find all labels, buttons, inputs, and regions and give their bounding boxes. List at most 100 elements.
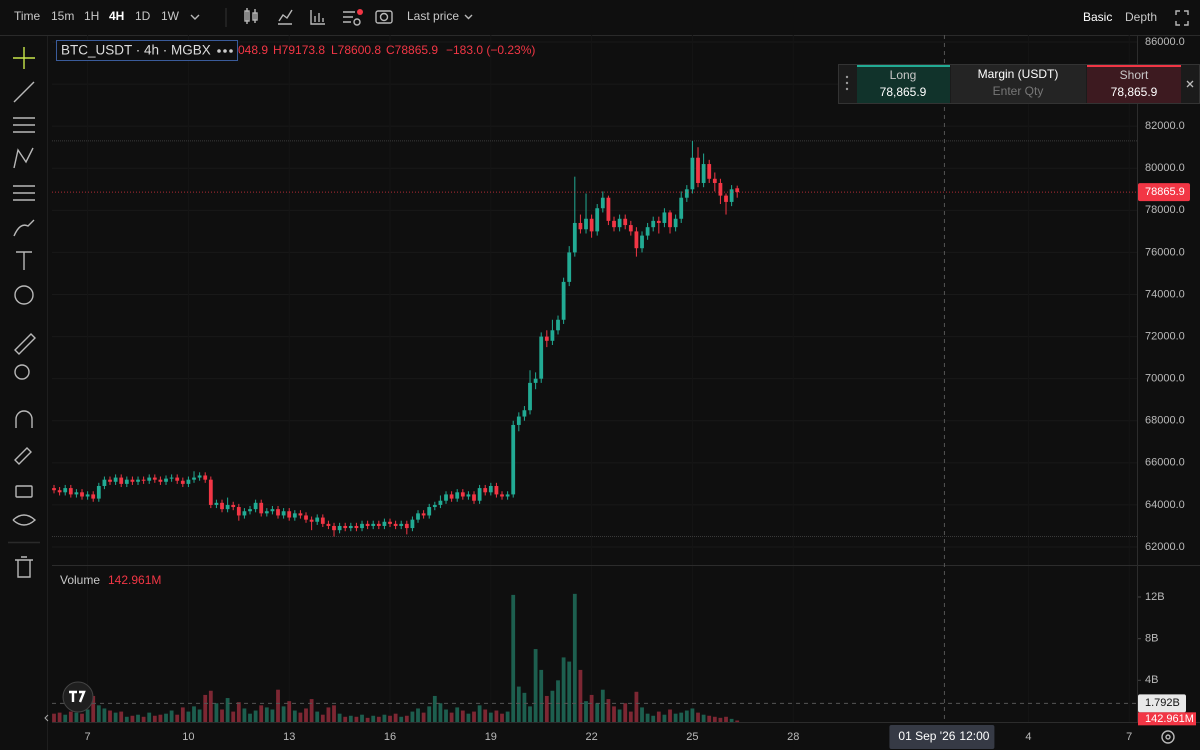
fib-tool[interactable] [13, 185, 35, 201]
volume-bar [208, 690, 213, 722]
volume-bar [556, 680, 560, 722]
brush-tool[interactable] [13, 219, 35, 237]
price-source-menu[interactable] [464, 14, 473, 20]
zoom-tool[interactable] [14, 364, 30, 380]
interval-active[interactable]: 4H [109, 9, 124, 23]
scroll-left[interactable] [44, 714, 49, 722]
bars-icon[interactable] [310, 10, 325, 25]
candle-body [113, 477, 118, 482]
volume-bar [701, 714, 706, 722]
candle-body [242, 511, 247, 516]
candle-body [712, 178, 717, 183]
view-basic[interactable]: Basic [1083, 10, 1112, 24]
candle-body [472, 494, 476, 501]
candle-body [164, 478, 168, 482]
candle-type-icon[interactable] [244, 8, 258, 24]
candle-body [690, 157, 695, 190]
interval[interactable]: 1D [135, 9, 151, 23]
candle-body [253, 502, 258, 510]
logo[interactable] [62, 681, 94, 713]
volume-bar [651, 715, 656, 722]
volume-bar [455, 707, 460, 722]
lock-draw-tool[interactable] [14, 447, 32, 465]
y-tick-label: 70000.0 [1145, 373, 1185, 385]
long-button[interactable] [857, 65, 950, 103]
candle-body [399, 523, 404, 526]
candle-body [673, 218, 678, 228]
candle-body [186, 479, 191, 484]
short-label[interactable]: Short [1120, 68, 1149, 82]
settings-icon[interactable] [1161, 730, 1175, 744]
close-panel[interactable] [1186, 80, 1194, 88]
candle-body [578, 222, 583, 230]
text-tool[interactable] [16, 251, 32, 270]
screenshot-icon[interactable] [375, 10, 393, 24]
delete-tool[interactable] [15, 556, 33, 578]
candle-body [522, 410, 527, 417]
candle-body [505, 494, 510, 497]
candle-body [718, 182, 723, 196]
view-depth[interactable]: Depth [1125, 10, 1157, 24]
candle-body [192, 477, 196, 480]
fullscreen-icon[interactable] [1175, 10, 1189, 26]
long-price[interactable]: 78,865.9 [880, 85, 927, 99]
qty-placeholder[interactable]: Enter Qty [993, 84, 1044, 98]
ruler-tool[interactable] [14, 333, 36, 355]
interval[interactable]: 1W [161, 9, 180, 23]
pattern-tool[interactable] [13, 147, 34, 169]
volume-bar [444, 709, 448, 722]
trendline-tool[interactable] [13, 81, 35, 103]
indicator-icon[interactable] [278, 9, 293, 25]
volume-bar [365, 717, 370, 722]
volume-bar [729, 718, 734, 722]
candle-body [511, 424, 516, 495]
alerts-icon[interactable] [343, 9, 363, 26]
visibility-tool[interactable] [12, 514, 37, 526]
candle-body [231, 504, 236, 508]
volume-bar [186, 711, 191, 722]
short-price[interactable]: 78,865.9 [1111, 85, 1158, 99]
volume-bar [371, 715, 376, 722]
candle-body [169, 477, 174, 479]
volume-bar [612, 706, 616, 722]
short-button[interactable] [1087, 65, 1181, 103]
candle-body [225, 504, 230, 510]
volume-bar [623, 703, 628, 722]
candle-body [617, 218, 622, 228]
x-tick-label: 22 [585, 731, 597, 743]
symbol[interactable]: BTC_USDT · 4h · MGBX [61, 43, 211, 58]
volume-bar [584, 701, 588, 722]
channel-tool[interactable] [13, 117, 35, 133]
volume-bar [640, 707, 644, 722]
long-label[interactable]: Long [890, 68, 917, 82]
magnet-tool[interactable] [15, 410, 33, 428]
emoji-tool[interactable] [14, 285, 34, 305]
volume-legend-name: Volume [60, 573, 100, 587]
volume-bar [270, 709, 275, 722]
current-price-tag [1138, 183, 1190, 202]
volume-bar [606, 699, 611, 722]
price-source[interactable]: Last price [407, 9, 459, 23]
interval[interactable]: 15m [51, 9, 74, 23]
volume-bar [298, 712, 303, 722]
volume-bar [164, 713, 168, 722]
volume-bar [516, 686, 521, 722]
symbol-box[interactable] [56, 40, 238, 61]
time-button[interactable]: Time [14, 9, 41, 23]
candle-body [550, 330, 555, 341]
more-dots[interactable] [217, 49, 233, 53]
volume-bar [679, 712, 684, 722]
candle-body [371, 523, 376, 526]
volume-bar [91, 695, 96, 722]
volume-bar [578, 669, 583, 722]
top-toolbar: Time 15m 1H 4H 1D 1W Last price Basic De… [14, 8, 1189, 27]
margin-input[interactable] [951, 65, 1086, 103]
interval[interactable]: 1H [84, 9, 99, 23]
lock-tool[interactable] [15, 485, 33, 498]
more-intervals[interactable] [190, 14, 200, 20]
volume-bar [696, 712, 700, 722]
crosshair-tool[interactable] [13, 47, 35, 69]
volume-bar [332, 705, 336, 722]
candle-body [696, 157, 700, 183]
